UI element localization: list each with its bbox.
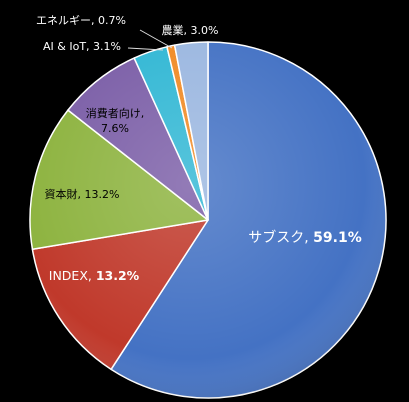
- slice-label-6: エネルギー, 0.7%: [36, 14, 126, 27]
- slice-label-1: サブスク, 59.1%: [248, 229, 361, 246]
- leader-line-5: [127, 47, 164, 51]
- slice-value-5: 3.1%: [93, 40, 121, 53]
- slice-labels: サブスク, 59.1%INDEX, 13.2%資本財, 13.2%消費者向け, 7…: [36, 14, 362, 283]
- slice-value-2: 13.2%: [96, 268, 140, 283]
- slice-label-5: AI & IoT, 3.1%: [43, 40, 121, 53]
- leader-lines: [127, 29, 173, 51]
- slice-label-4: 消費者向け, 7.6%: [86, 106, 145, 135]
- slice-value-6: 0.7%: [98, 14, 126, 27]
- leader-line-6: [139, 29, 173, 49]
- slice-value-3: 13.2%: [85, 188, 120, 201]
- slice-label-7: 農業, 3.0%: [162, 23, 219, 37]
- slice-value-4: 7.6%: [101, 122, 129, 135]
- slice-category-2: INDEX,: [49, 268, 96, 283]
- slice-category-4: 消費者向け,: [86, 106, 145, 120]
- slice-label-2: INDEX, 13.2%: [49, 268, 140, 283]
- slice-category-6: エネルギー,: [36, 14, 98, 27]
- slice-category-7: 農業,: [162, 23, 191, 37]
- slice-category-3: 資本財,: [45, 187, 85, 201]
- slice-value-7: 3.0%: [191, 24, 219, 37]
- slice-value-1: 59.1%: [313, 230, 362, 246]
- slice-category-1: サブスク,: [248, 229, 313, 246]
- slice-category-5: AI & IoT,: [43, 40, 93, 53]
- slice-label-3: 資本財, 13.2%: [45, 187, 120, 201]
- pie-slices: [29, 41, 387, 399]
